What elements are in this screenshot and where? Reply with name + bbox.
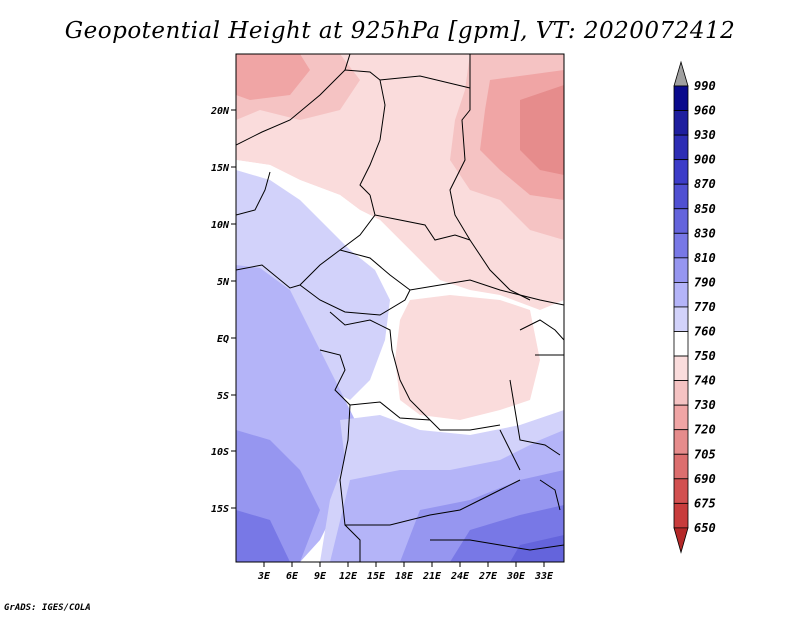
colorbar-swatch: [673, 331, 689, 357]
colorbar-swatch: [673, 110, 689, 136]
colorbar-label: 770: [694, 300, 716, 314]
colorbar-label: 740: [694, 374, 716, 388]
lat-label: EQ: [217, 334, 229, 345]
lat-label: 20N: [210, 106, 230, 117]
colorbar-label: 650: [694, 521, 716, 535]
colorbar-swatch: [673, 478, 689, 504]
map-title: Geopotential Height at 925hPa [gpm], VT:…: [64, 18, 736, 44]
colorbar-swatch: [673, 257, 689, 283]
colorbar-label: 720: [694, 423, 716, 437]
colorbar: 990 960 930 900 870 850 830 810 790 770 760 750 740 7…: [673, 60, 716, 554]
colorbar-swatch: [673, 404, 689, 431]
colorbar-label: 930: [694, 128, 716, 142]
lat-label: 10S: [211, 447, 229, 458]
colorbar-swatch: [673, 380, 689, 406]
lon-label: 15E: [367, 571, 386, 582]
colorbar-label: 960: [694, 104, 716, 118]
colorbar-label: 750: [694, 349, 716, 363]
lon-label: 21E: [422, 571, 442, 582]
grads-credit: GrADS: IGES/COLA: [4, 603, 91, 613]
colorbar-label: 810: [694, 251, 716, 265]
colorbar-swatch: [673, 208, 689, 234]
colorbar-label: 790: [694, 275, 716, 289]
colorbar-label: 760: [694, 325, 716, 339]
latitude-axis: 20N 15N 10N 5N EQ 5S 10S 15S: [210, 106, 236, 515]
lat-label: 5N: [217, 277, 230, 288]
map-frame: [235, 53, 565, 563]
lon-label: 3E: [257, 571, 271, 582]
lon-label: 33E: [534, 571, 554, 582]
colorbar-swatch: [673, 232, 689, 259]
colorbar-top-arrow: [673, 60, 689, 87]
colorbar-swatch: [673, 453, 689, 480]
lon-label: 30E: [506, 571, 526, 582]
colorbar-label: 900: [694, 153, 716, 167]
lon-label: 27E: [478, 571, 498, 582]
longitude-axis: 3E 6E 9E 12E 15E 18E 21E 24E 27E 30E 33E: [257, 562, 554, 582]
lat-label: 10N: [211, 220, 230, 231]
colorbar-label: 850: [694, 202, 716, 216]
colorbar-label: 730: [694, 398, 716, 412]
height-field: [236, 54, 564, 562]
lon-label: 18E: [395, 571, 414, 582]
colorbar-swatch: [673, 502, 689, 529]
lon-label: 24E: [450, 571, 470, 582]
colorbar-swatch: [673, 183, 689, 210]
lat-label: 5S: [217, 391, 229, 402]
colorbar-label: 690: [694, 472, 716, 486]
colorbar-swatch: [673, 159, 689, 185]
colorbar-swatch: [673, 134, 689, 161]
colorbar-label: 830: [694, 226, 716, 240]
colorbar-swatch: [673, 527, 689, 554]
lon-label: 9E: [314, 571, 327, 582]
colorbar-swatch: [673, 85, 689, 111]
colorbar-label: 675: [694, 496, 716, 510]
colorbar-swatch: [673, 355, 689, 381]
colorbar-label: 990: [694, 79, 716, 93]
lon-label: 6E: [286, 571, 299, 582]
colorbar-swatch: [673, 281, 689, 308]
colorbar-label: 870: [694, 177, 716, 191]
colorbar-label: 705: [694, 447, 716, 461]
lat-label: 15N: [211, 163, 230, 174]
colorbar-swatch: [673, 306, 689, 332]
lon-label: 12E: [339, 571, 358, 582]
lat-label: 15S: [211, 504, 229, 515]
country-borders: [236, 54, 564, 562]
colorbar-swatch: [673, 429, 689, 455]
